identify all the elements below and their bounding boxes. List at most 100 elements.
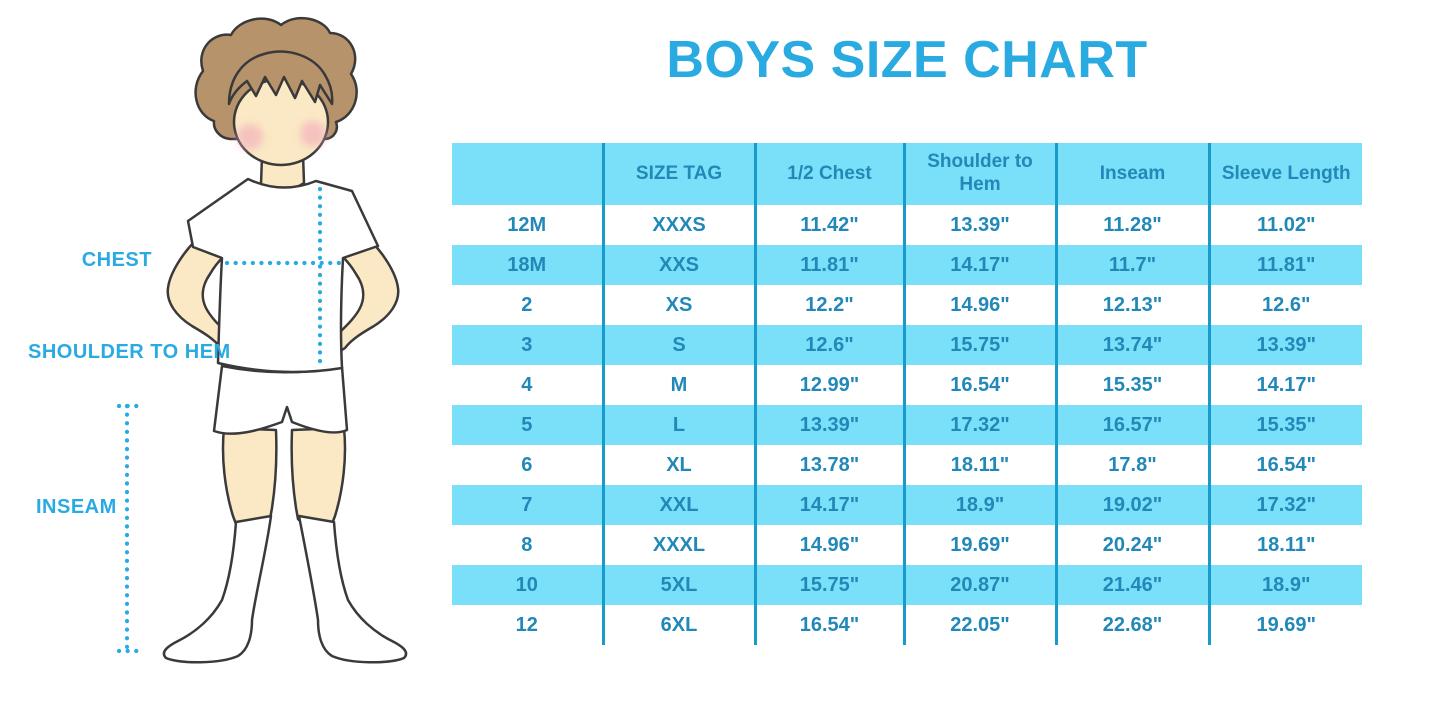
table-cell: 14.17" [753,485,904,525]
left-cheek [237,124,263,150]
chest-label: CHEST [81,249,152,271]
table-cell: 13.39" [753,405,904,445]
table-cell: 11.7" [1054,245,1209,285]
table-cell: 4 [521,373,533,396]
table-row: 8 XXXL 14.96" 19.69" 20.24" 18.11" [452,525,1362,565]
table-cell: 12.99" [753,365,904,405]
table-cell: 13.39" [1207,325,1362,365]
table-cell: 10 [452,565,603,605]
table-cell: 15.35" [1207,405,1362,445]
table-cell: 7 [452,485,603,525]
table-cell: 15.75" [753,565,904,605]
table-cell: 11.81" [1207,245,1362,285]
table-cell: 19.69" [902,525,1056,565]
table-cell: 17.32" [1207,485,1362,525]
table-cell: 11.81" [753,245,904,285]
table-cell: 12M [507,213,547,236]
table-header-row: SIZE TAG 1/2 Chest Shoulder to Hem Inseam Sl… [452,143,1362,205]
table-cell: 18.11" [1207,525,1362,565]
table-cell: XXXS [601,205,755,245]
table-cell: 12.13" [1054,285,1209,325]
column-header-shoulder-to-hem: Shoulder to Hem [902,143,1056,205]
table-cell: 18.9" [902,485,1056,525]
right-leg [290,426,347,529]
t-shirt [186,177,380,374]
table-cell: 2 [521,293,533,316]
table-row: 18M XXS 11.81" 14.17" 11.7" 11.81" [452,245,1362,285]
table-cell: 16.57" [1054,405,1209,445]
table-cell: XXXL [601,525,755,565]
table-cell: 14.96" [902,285,1056,325]
table-cell: 6XL [601,605,755,645]
table-cell: 14.17" [902,245,1056,285]
table-cell: 6 [521,453,533,476]
table-cell: L [601,405,755,445]
table-cell: 18.9" [1207,565,1362,605]
table-cell: 13.78" [753,445,904,485]
hair-fringe [227,50,334,106]
left-sock [162,514,273,664]
table-row: 2 XS 12.2" 14.96" 12.13" 12.6" [452,285,1362,325]
column-header-inseam: Inseam [1054,143,1209,205]
table-cell: 5 [452,405,603,445]
table-cell: XL [601,445,755,485]
table-cell: 3 [452,325,603,365]
table-cell: M [601,365,755,405]
table-cell: 12.6" [1207,285,1362,325]
table-cell: 18.11" [902,445,1056,485]
table-cell: 11.42" [753,205,904,245]
table-row: 5 L 13.39" 17.32" 16.57" 15.35" [452,405,1362,445]
table-cell: 19.69" [1207,605,1362,645]
shoulder-to-hem-label: SHOULDER TO HEM [28,341,231,363]
size-table: SIZE TAG 1/2 Chest Shoulder to Hem Inseam Sl… [452,143,1362,645]
table-row: 6 XL 13.78" 18.11" 17.8" 16.54" [452,445,1362,485]
table-cell: 16.54" [902,365,1056,405]
table-row: 10 5XL 15.75" 20.87" 21.46" 18.9" [452,565,1362,605]
table-cell: S [601,325,755,365]
table-cell: 17.32" [902,405,1056,445]
column-header-size [452,143,603,205]
table-row: 12 6XL 16.54" 22.05" 22.68" 19.69" [452,605,1362,645]
table-cell: 16.54" [1207,445,1362,485]
table-cell: 8 [521,533,533,556]
table-cell: 12.2" [753,285,904,325]
table-cell: 17.8" [1054,445,1209,485]
table-cell: 22.05" [902,605,1056,645]
boy-figure-illustration [116,16,408,664]
table-row: 3 S 12.6" 15.75" 13.74" 13.39" [452,325,1362,365]
table-cell: 16.54" [753,605,904,645]
table-row: 4 M 12.99" 16.54" 15.35" 14.17" [452,365,1362,405]
table-cell: 19.02" [1054,485,1209,525]
table-cell: 11.28" [1054,205,1209,245]
table-cell: 14.17" [1207,365,1362,405]
table-cell: 15.75" [902,325,1056,365]
page-title: BOYS SIZE CHART [666,31,1148,89]
table-cell: 12 [515,613,538,636]
table-cell: 5XL [601,565,755,605]
table-cell: 13.74" [1054,325,1209,365]
table-cell: XS [601,285,755,325]
table-cell: XXL [601,485,755,525]
right-cheek [300,121,326,147]
inseam-label: INSEAM [36,496,117,518]
table-cell: 18M [452,245,603,285]
table-cell: XXS [601,245,755,285]
column-header-size-tag: SIZE TAG [601,143,755,205]
size-table-body: 12M XXXS 11.42" 13.39" 11.28" 11.02" 18M XXS 11.… [452,205,1362,645]
left-leg [221,426,278,529]
table-cell: 14.96" [753,525,904,565]
table-cell: 11.02" [1207,205,1362,245]
table-cell: 12.6" [753,325,904,365]
table-cell: 15.35" [1054,365,1209,405]
table-cell: 13.39" [902,205,1056,245]
table-cell: 20.87" [902,565,1056,605]
column-header-sleeve-length: Sleeve Length [1207,143,1362,205]
shorts [212,364,349,435]
table-cell: 22.68" [1054,605,1209,645]
table-row: 7 XXL 14.17" 18.9" 19.02" 17.32" [452,485,1362,525]
column-header-1-2-chest: 1/2 Chest [753,143,904,205]
table-row: 12M XXXS 11.42" 13.39" 11.28" 11.02" [452,205,1362,245]
table-cell: 21.46" [1054,565,1209,605]
right-sock [297,514,408,664]
